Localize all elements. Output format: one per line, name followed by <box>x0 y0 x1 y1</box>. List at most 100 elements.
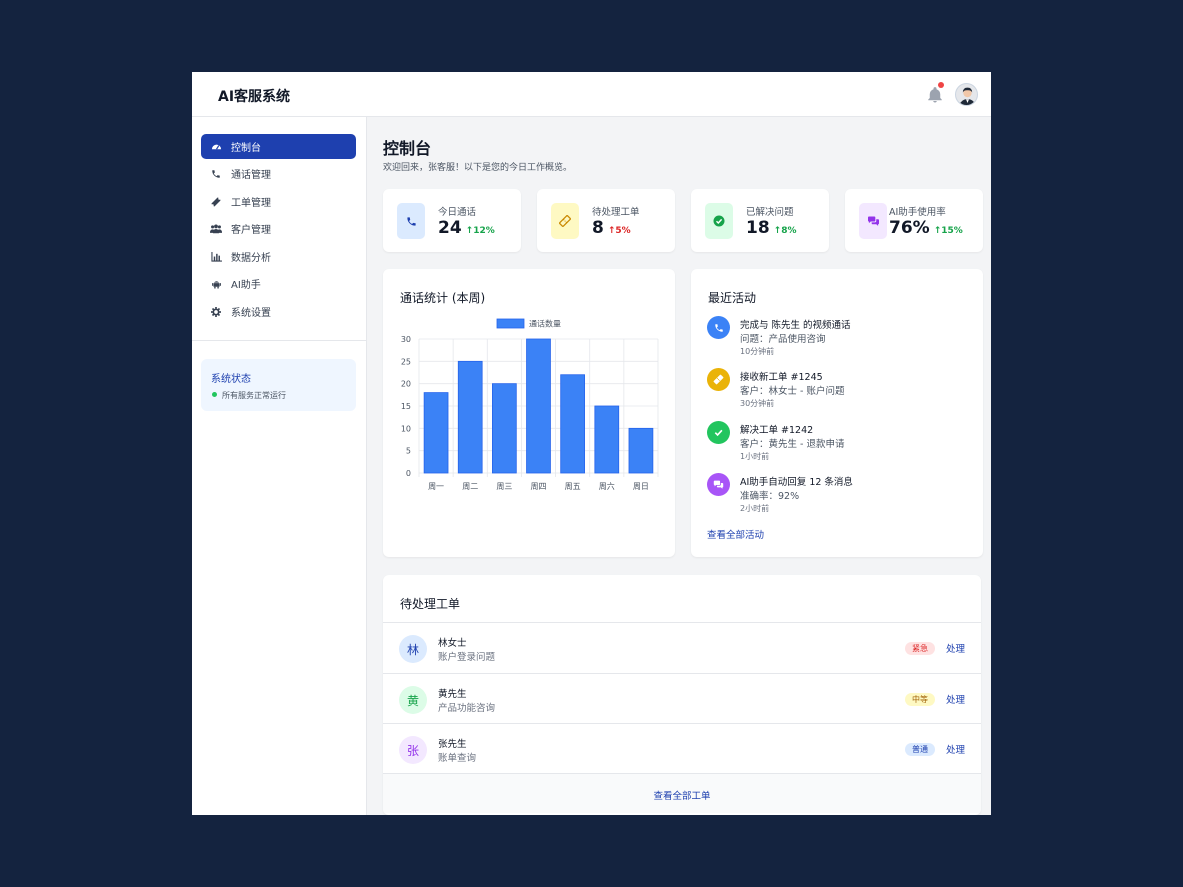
bar <box>492 383 517 474</box>
ticket-row: 黄 黄先生 产品功能咨询 中等 处理 <box>383 673 981 724</box>
customer-name: 林女士 <box>438 638 467 649</box>
app-brand: AI客服系统 <box>218 89 291 105</box>
top-bar: AI客服系统 <box>192 72 991 117</box>
stat-change: ↑15% <box>933 226 963 236</box>
y-tick-label: 20 <box>401 380 411 389</box>
stat-card-resolved: 已解决问题 18 ↑8% <box>691 189 829 252</box>
stat-value: 24 ↑12% <box>438 218 495 238</box>
robot-icon <box>201 279 231 289</box>
sidebar-item-label: 工单管理 <box>231 198 271 209</box>
user-avatar[interactable] <box>955 83 978 106</box>
activity-detail: 客户：黄先生 - 退款申请 <box>740 439 845 450</box>
check-circle-icon <box>705 203 733 239</box>
sidebar-item-dashboard[interactable]: 控制台 <box>201 134 356 159</box>
sidebar-item-label: 客户管理 <box>231 225 271 236</box>
sidebar-item-calls[interactable]: 通话管理 <box>201 161 356 186</box>
stat-change: ↑8% <box>773 226 797 236</box>
y-tick-label: 30 <box>401 335 411 344</box>
y-tick-label: 25 <box>401 357 411 366</box>
customer-avatar: 黄 <box>399 686 427 714</box>
sidebar-item-settings[interactable]: 系统设置 <box>201 299 356 324</box>
sidebar-item-label: 通话管理 <box>231 170 271 181</box>
activity-detail: 准确率：92% <box>740 491 800 502</box>
view-all-tickets-link[interactable]: 查看全部工单 <box>653 791 711 802</box>
activity-title: 解决工单 #1242 <box>740 425 814 436</box>
system-status-title: 系统状态 <box>211 374 251 385</box>
bar <box>423 392 449 474</box>
x-tick-label: 周二 <box>462 482 478 491</box>
x-tick-label: 周四 <box>531 482 547 491</box>
x-tick-label: 周三 <box>496 482 512 491</box>
activity-title: 接收新工单 #1245 <box>740 372 823 383</box>
priority-badge: 普通 <box>905 743 935 756</box>
y-tick-label: 10 <box>401 424 411 433</box>
ticket-description: 账单查询 <box>438 753 477 764</box>
sidebar: 控制台 通话管理 工单管理 客户管理 数据分析 <box>192 117 367 815</box>
page-title: 控制台 <box>383 139 432 158</box>
stat-change: ↑5% <box>607 226 631 236</box>
sidebar-item-label: 控制台 <box>231 143 261 154</box>
stat-value: 18 ↑8% <box>746 218 797 238</box>
activity-detail: 客户：林女士 - 账户问题 <box>740 386 845 397</box>
chat-icon <box>707 473 730 496</box>
y-tick-label: 0 <box>406 469 411 478</box>
sidebar-item-label: 数据分析 <box>231 253 271 264</box>
sidebar-item-label: AI助手 <box>231 280 261 291</box>
activity-time: 1小时前 <box>740 452 770 461</box>
gear-icon <box>201 306 231 317</box>
system-status-text: 所有服务正常运行 <box>222 391 286 400</box>
stat-card-calls: 今日通话 24 ↑12% <box>383 189 521 252</box>
call-stats-card: 通话统计 (本周) 通话数量 0 5 10 15 20 25 30 周一 周二 周三 周四 周五 周六 周日 <box>383 269 675 557</box>
activity-item: 完成与 陈先生 的视频通话 问题：产品使用咨询 10分钟前 <box>707 316 967 366</box>
users-icon <box>201 224 231 234</box>
status-online-dot <box>212 392 217 397</box>
pending-tickets-card: 待处理工单 林 林女士 账户登录问题 紧急 处理 黄 黄先生 产品功能咨询 中等… <box>383 575 981 815</box>
sidebar-item-customers[interactable]: 客户管理 <box>201 216 356 241</box>
chat-icon <box>859 203 887 239</box>
sidebar-item-tickets[interactable]: 工单管理 <box>201 189 356 214</box>
customer-avatar: 张 <box>399 736 427 764</box>
bar-chart-icon <box>201 251 231 262</box>
stat-label: 待处理工单 <box>592 207 640 218</box>
bell-icon[interactable] <box>926 86 944 104</box>
sidebar-item-label: 系统设置 <box>231 308 271 319</box>
activity-card-title: 最近活动 <box>708 291 757 305</box>
call-stats-chart: 通话数量 0 5 10 15 20 25 30 周一 周二 周三 周四 周五 周六 周日 <box>401 318 659 491</box>
stat-card-ai-usage: AI助手使用率 76% ↑15% <box>845 189 983 252</box>
tickets-card-title: 待处理工单 <box>400 597 461 611</box>
legend-swatch <box>496 318 525 329</box>
bar <box>594 405 620 474</box>
stat-value: 76% ↑15% <box>889 218 963 238</box>
handle-ticket-link[interactable]: 处理 <box>946 644 966 655</box>
dashboard-icon <box>201 141 231 152</box>
customer-avatar: 林 <box>399 635 427 663</box>
phone-icon <box>201 169 231 179</box>
bar <box>526 338 551 474</box>
y-tick-label: 15 <box>401 402 411 411</box>
activity-detail: 问题：产品使用咨询 <box>740 334 826 345</box>
view-all-activity-link[interactable]: 查看全部活动 <box>707 530 765 541</box>
ticket-icon <box>551 203 579 239</box>
sidebar-item-analytics[interactable]: 数据分析 <box>201 244 356 269</box>
x-tick-label: 周一 <box>428 482 444 491</box>
legend-label: 通话数量 <box>529 319 561 329</box>
ticket-icon <box>707 368 730 391</box>
sidebar-item-ai-assistant[interactable]: AI助手 <box>201 271 356 296</box>
stat-card-pending-tickets: 待处理工单 8 ↑5% <box>537 189 675 252</box>
stat-change: ↑12% <box>465 226 495 236</box>
activity-title: AI助手自动回复 12 条消息 <box>740 477 853 488</box>
ticket-icon <box>201 197 231 207</box>
activity-time: 2小时前 <box>740 504 770 513</box>
check-icon <box>707 421 730 444</box>
handle-ticket-link[interactable]: 处理 <box>946 695 966 706</box>
system-status-card: 系统状态 所有服务正常运行 <box>201 359 356 411</box>
stat-label: AI助手使用率 <box>889 207 946 218</box>
stat-label: 已解决问题 <box>746 207 794 218</box>
activity-item: 解决工单 #1242 客户：黄先生 - 退款申请 1小时前 <box>707 421 967 471</box>
sidebar-divider <box>192 340 367 341</box>
ticket-row: 张 张先生 账单查询 普通 处理 <box>383 723 981 774</box>
app-window: AI客服系统 控制台 通话管理 <box>192 72 991 815</box>
customer-name: 张先生 <box>438 739 467 750</box>
x-tick-label: 周五 <box>565 482 581 491</box>
handle-ticket-link[interactable]: 处理 <box>946 745 966 756</box>
